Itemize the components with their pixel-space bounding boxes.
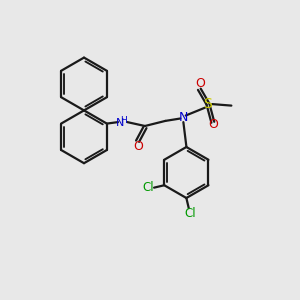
Text: S: S (204, 97, 212, 111)
Text: H: H (120, 116, 127, 125)
Text: N: N (116, 118, 124, 128)
Text: Cl: Cl (143, 181, 154, 194)
Text: N: N (179, 111, 188, 124)
Text: Cl: Cl (184, 207, 196, 220)
Text: O: O (134, 140, 143, 154)
Text: O: O (196, 77, 206, 91)
Text: O: O (208, 118, 218, 131)
